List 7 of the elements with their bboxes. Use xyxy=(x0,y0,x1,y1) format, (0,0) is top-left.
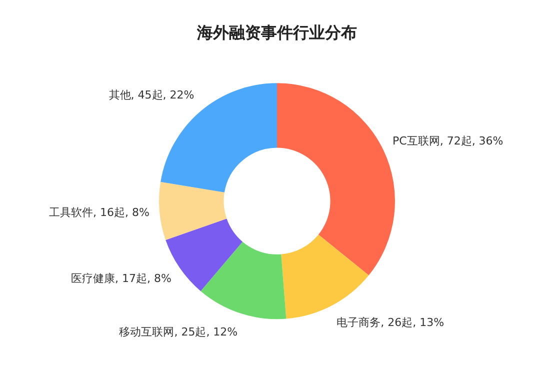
slice-label: 电子商务, 26起, 13% xyxy=(336,316,444,330)
slice-label: 工具软件, 16起, 8% xyxy=(49,206,150,219)
chart-title: 海外融资事件行业分布 xyxy=(196,22,357,42)
slice-label: 医疗健康, 17起, 8% xyxy=(71,272,172,286)
slice-label: 其他, 45起, 22% xyxy=(108,88,194,102)
slice-label: PC互联网, 72起, 36% xyxy=(392,134,504,148)
slice-label: 移动互联网, 25起, 12% xyxy=(119,325,238,338)
